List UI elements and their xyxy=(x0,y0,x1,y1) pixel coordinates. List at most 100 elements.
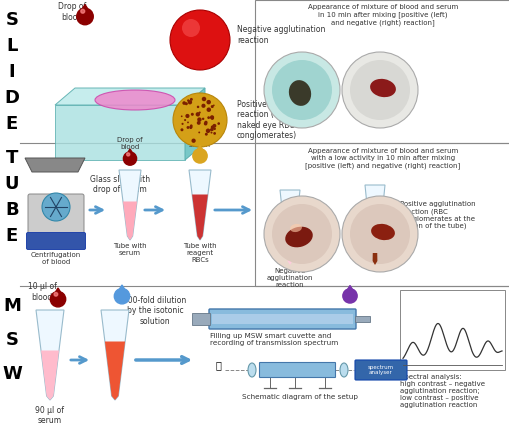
Polygon shape xyxy=(189,170,211,240)
Circle shape xyxy=(204,121,207,124)
Circle shape xyxy=(189,98,192,101)
Circle shape xyxy=(76,8,93,25)
Circle shape xyxy=(342,289,356,303)
Circle shape xyxy=(213,128,215,130)
Circle shape xyxy=(217,122,219,125)
Circle shape xyxy=(54,292,58,296)
Circle shape xyxy=(187,100,192,104)
Circle shape xyxy=(210,105,213,108)
Text: Tube with
reagent
RBCs: Tube with reagent RBCs xyxy=(183,243,216,263)
Circle shape xyxy=(190,113,193,116)
FancyBboxPatch shape xyxy=(26,232,86,250)
Polygon shape xyxy=(115,285,129,296)
FancyBboxPatch shape xyxy=(209,309,355,329)
Circle shape xyxy=(264,196,340,272)
Bar xyxy=(254,0,509,286)
Polygon shape xyxy=(36,310,64,400)
Circle shape xyxy=(196,106,199,108)
Circle shape xyxy=(207,116,210,119)
Text: 💡: 💡 xyxy=(215,360,220,370)
Polygon shape xyxy=(77,5,92,17)
Circle shape xyxy=(210,125,214,129)
Polygon shape xyxy=(284,231,295,265)
Text: B: B xyxy=(5,201,19,219)
FancyBboxPatch shape xyxy=(354,360,406,380)
Text: 100-fold dilution
by the isotonic
solution: 100-fold dilution by the isotonic soluti… xyxy=(123,296,186,326)
Text: Drop pf
blood
serum: Drop pf blood serum xyxy=(187,128,212,148)
Text: D: D xyxy=(5,89,19,107)
Circle shape xyxy=(204,122,207,125)
Circle shape xyxy=(182,101,186,105)
Polygon shape xyxy=(105,342,125,400)
Text: Centrifugation
of blood: Centrifugation of blood xyxy=(31,252,81,265)
FancyBboxPatch shape xyxy=(259,363,335,377)
Text: 10 µl of
blood: 10 µl of blood xyxy=(27,282,56,302)
Circle shape xyxy=(211,126,213,129)
Text: Negative
agglutination
reaction: Negative agglutination reaction xyxy=(266,268,313,288)
Circle shape xyxy=(205,133,207,136)
Polygon shape xyxy=(124,149,136,159)
Circle shape xyxy=(184,102,187,105)
Circle shape xyxy=(192,149,207,163)
Bar xyxy=(212,314,352,324)
Circle shape xyxy=(342,52,417,128)
Circle shape xyxy=(198,131,200,134)
Ellipse shape xyxy=(247,363,256,377)
Circle shape xyxy=(181,123,183,125)
Circle shape xyxy=(189,125,192,129)
Circle shape xyxy=(114,288,129,304)
Circle shape xyxy=(206,107,211,112)
Ellipse shape xyxy=(370,79,395,97)
Circle shape xyxy=(196,121,200,125)
Circle shape xyxy=(189,127,191,129)
Text: W: W xyxy=(2,365,22,383)
Polygon shape xyxy=(55,88,205,105)
Bar xyxy=(191,313,210,325)
Circle shape xyxy=(195,112,200,116)
Text: T: T xyxy=(6,149,18,167)
Circle shape xyxy=(185,114,189,118)
Circle shape xyxy=(271,60,331,120)
Polygon shape xyxy=(369,225,380,265)
Polygon shape xyxy=(185,88,205,160)
Text: Filling up MSW smart cuvette and
recording of transmission spectrum: Filling up MSW smart cuvette and recordi… xyxy=(210,333,337,346)
Text: Positive agglutination
reaction (RBC
conglomerates at the
botton of the tube): Positive agglutination reaction (RBC con… xyxy=(399,201,475,229)
Circle shape xyxy=(349,204,409,264)
Circle shape xyxy=(184,119,186,121)
Circle shape xyxy=(212,124,216,128)
Text: U: U xyxy=(5,175,19,193)
Polygon shape xyxy=(55,105,185,160)
Text: Schematic diagram of the setup: Schematic diagram of the setup xyxy=(242,394,357,400)
Circle shape xyxy=(264,52,340,128)
Polygon shape xyxy=(192,194,208,240)
Ellipse shape xyxy=(95,90,175,110)
Polygon shape xyxy=(51,288,65,299)
Ellipse shape xyxy=(340,363,347,377)
Circle shape xyxy=(80,9,84,13)
Polygon shape xyxy=(364,185,384,265)
Circle shape xyxy=(349,60,409,120)
Circle shape xyxy=(202,118,204,120)
Polygon shape xyxy=(41,351,59,400)
Circle shape xyxy=(180,128,183,131)
Text: Tube with
serum: Tube with serum xyxy=(113,243,147,256)
Text: Drop of
blood: Drop of blood xyxy=(117,137,143,150)
Text: Negative agglutination
reaction: Negative agglutination reaction xyxy=(237,25,325,45)
Bar xyxy=(399,290,504,370)
Polygon shape xyxy=(193,146,206,156)
Text: Spectral analysis:
high contrast – negative
agglutination reaction;
low contrast: Spectral analysis: high contrast – negat… xyxy=(399,374,484,408)
Circle shape xyxy=(191,139,195,143)
Polygon shape xyxy=(101,310,129,400)
Text: E: E xyxy=(6,115,18,133)
Circle shape xyxy=(182,19,200,37)
Circle shape xyxy=(210,115,214,119)
Circle shape xyxy=(186,126,189,129)
Circle shape xyxy=(201,104,205,108)
Text: L: L xyxy=(6,37,18,55)
Circle shape xyxy=(206,100,211,104)
Circle shape xyxy=(181,116,182,117)
Circle shape xyxy=(50,291,66,307)
Circle shape xyxy=(189,125,192,127)
Circle shape xyxy=(213,104,214,106)
Circle shape xyxy=(271,204,331,264)
